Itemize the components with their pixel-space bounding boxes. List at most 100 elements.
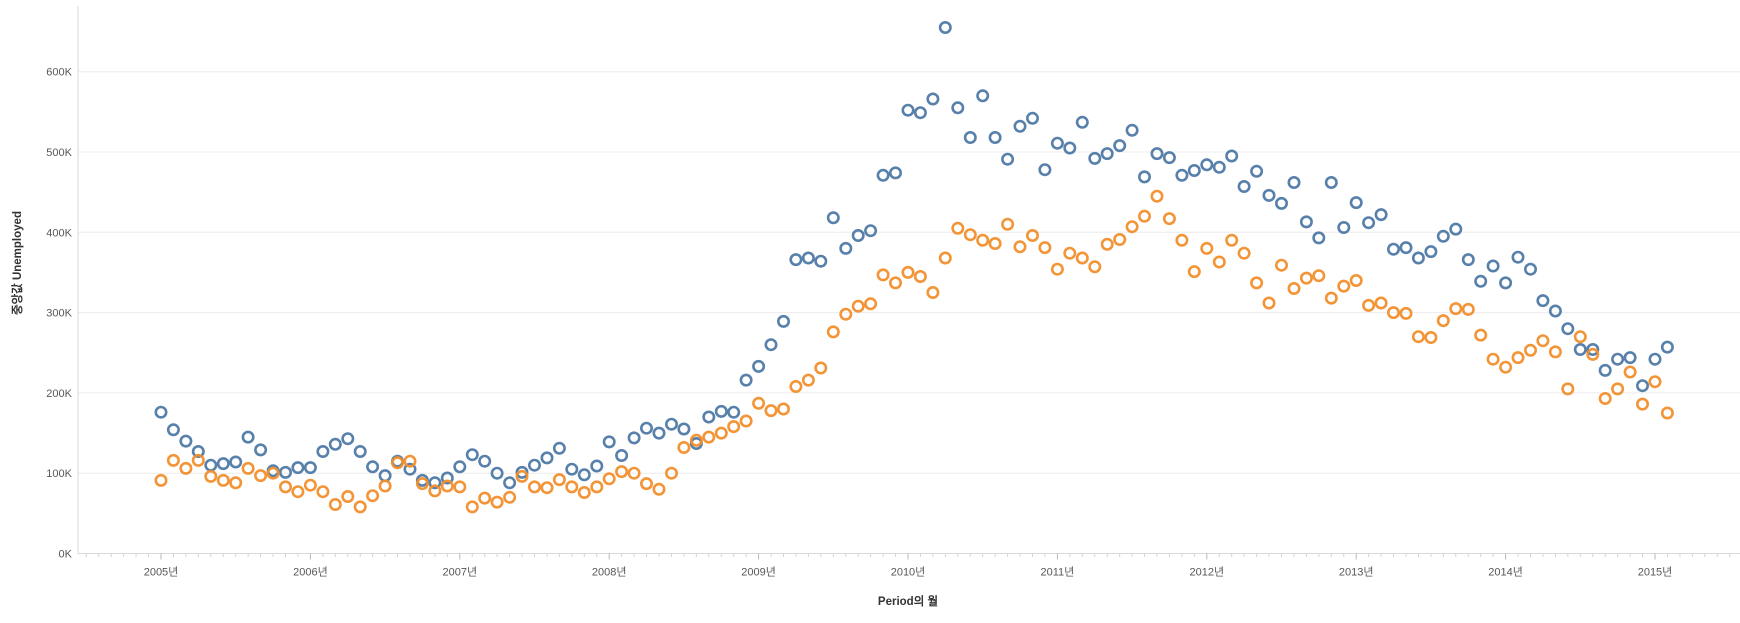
data-point-series-orange[interactable] [503,490,517,504]
data-point-series-orange[interactable] [1013,240,1027,254]
data-point-series-orange[interactable] [1362,298,1376,312]
data-point-series-orange[interactable] [1411,330,1425,344]
data-point-series-blue[interactable] [938,20,952,34]
data-point-series-blue[interactable] [801,251,815,265]
data-point-series-blue[interactable] [179,434,193,448]
data-point-series-orange[interactable] [1436,314,1450,328]
data-point-series-orange[interactable] [465,500,479,514]
data-point-series-orange[interactable] [1113,233,1127,247]
data-point-series-blue[interactable] [1436,229,1450,243]
data-point-series-orange[interactable] [1548,345,1562,359]
data-point-series-orange[interactable] [1237,246,1251,260]
data-point-series-orange[interactable] [1088,260,1102,274]
data-point-series-blue[interactable] [229,455,243,469]
data-point-series-blue[interactable] [1088,151,1102,165]
data-point-series-orange[interactable] [926,285,940,299]
data-point-series-orange[interactable] [1150,189,1164,203]
data-point-series-orange[interactable] [1299,271,1313,285]
data-point-series-orange[interactable] [801,373,815,387]
data-point-series-blue[interactable] [1113,139,1127,153]
data-point-series-orange[interactable] [552,473,566,487]
data-point-series-blue[interactable] [1225,149,1239,163]
data-point-series-orange[interactable] [1187,265,1201,279]
data-point-series-orange[interactable] [241,461,255,475]
data-point-series-orange[interactable] [540,481,554,495]
data-point-series-orange[interactable] [814,361,828,375]
data-point-series-blue[interactable] [976,89,990,103]
data-point-series-blue[interactable] [353,444,367,458]
data-point-series-blue[interactable] [216,457,230,471]
data-point-series-orange[interactable] [689,433,703,447]
data-point-series-orange[interactable] [851,299,865,313]
data-point-series-blue[interactable] [403,462,417,476]
data-point-series-orange[interactable] [428,484,442,498]
data-point-series-blue[interactable] [1349,196,1363,210]
data-point-series-orange[interactable] [378,479,392,493]
data-point-series-blue[interactable] [490,466,504,480]
data-point-series-blue[interactable] [1611,352,1625,366]
data-point-series-orange[interactable] [1312,269,1326,283]
data-point-series-blue[interactable] [1387,242,1401,256]
data-point-series-orange[interactable] [1063,246,1077,260]
data-point-series-blue[interactable] [1026,111,1040,125]
data-point-series-blue[interactable] [1138,170,1152,184]
data-point-series-orange[interactable] [739,414,753,428]
data-point-series-blue[interactable] [789,253,803,267]
data-point-series-orange[interactable] [1026,229,1040,243]
data-point-series-orange[interactable] [876,268,890,282]
data-point-series-orange[interactable] [702,430,716,444]
data-point-series-blue[interactable] [1038,163,1052,177]
data-point-series-orange[interactable] [316,485,330,499]
data-point-series-blue[interactable] [254,443,268,457]
data-point-series-blue[interactable] [1200,158,1214,172]
data-point-series-blue[interactable] [453,460,467,474]
data-point-series-orange[interactable] [615,465,629,479]
data-point-series-orange[interactable] [727,420,741,434]
data-point-series-blue[interactable] [677,422,691,436]
data-point-series-blue[interactable] [1150,147,1164,161]
data-point-series-orange[interactable] [1262,296,1276,310]
data-point-series-blue[interactable] [191,444,205,458]
data-point-series-orange[interactable] [976,233,990,247]
data-point-series-orange[interactable] [1573,330,1587,344]
data-point-series-blue[interactable] [652,426,666,440]
data-point-series-orange[interactable] [565,480,579,494]
data-point-series-orange[interactable] [1648,375,1662,389]
data-point-series-orange[interactable] [1324,291,1338,305]
data-point-series-blue[interactable] [1100,147,1114,161]
data-point-series-orange[interactable] [1250,276,1264,290]
data-point-series-blue[interactable] [1187,164,1201,178]
data-point-series-blue[interactable] [664,417,678,431]
data-point-series-orange[interactable] [839,307,853,321]
data-point-series-blue[interactable] [714,404,728,418]
data-point-series-orange[interactable] [1511,351,1525,365]
data-point-series-blue[interactable] [888,166,902,180]
data-point-series-blue[interactable] [1623,351,1637,365]
data-point-series-orange[interactable] [1001,217,1015,231]
data-point-series-orange[interactable] [515,469,529,483]
data-point-series-orange[interactable] [1461,302,1475,316]
data-point-series-blue[interactable] [366,460,380,474]
data-point-series-blue[interactable] [776,314,790,328]
data-point-series-blue[interactable] [1013,119,1027,133]
data-point-series-blue[interactable] [1648,352,1662,366]
data-point-series-blue[interactable] [1586,342,1600,356]
data-point-series-blue[interactable] [1001,152,1015,166]
data-point-series-blue[interactable] [1399,241,1413,255]
data-point-series-orange[interactable] [776,402,790,416]
data-point-series-blue[interactable] [1262,188,1276,202]
data-point-series-orange[interactable] [602,472,616,486]
data-point-series-orange[interactable] [901,265,915,279]
data-point-series-orange[interactable] [1636,397,1650,411]
data-point-series-orange[interactable] [1424,330,1438,344]
data-point-series-orange[interactable] [951,221,965,235]
data-point-series-blue[interactable] [602,435,616,449]
data-point-series-blue[interactable] [428,476,442,490]
data-point-series-blue[interactable] [864,224,878,238]
data-point-series-orange[interactable] [1536,334,1550,348]
data-point-series-orange[interactable] [254,469,268,483]
data-point-series-orange[interactable] [826,325,840,339]
data-point-series-blue[interactable] [378,469,392,483]
data-point-series-blue[interactable] [1212,160,1226,174]
data-point-series-orange[interactable] [1100,237,1114,251]
